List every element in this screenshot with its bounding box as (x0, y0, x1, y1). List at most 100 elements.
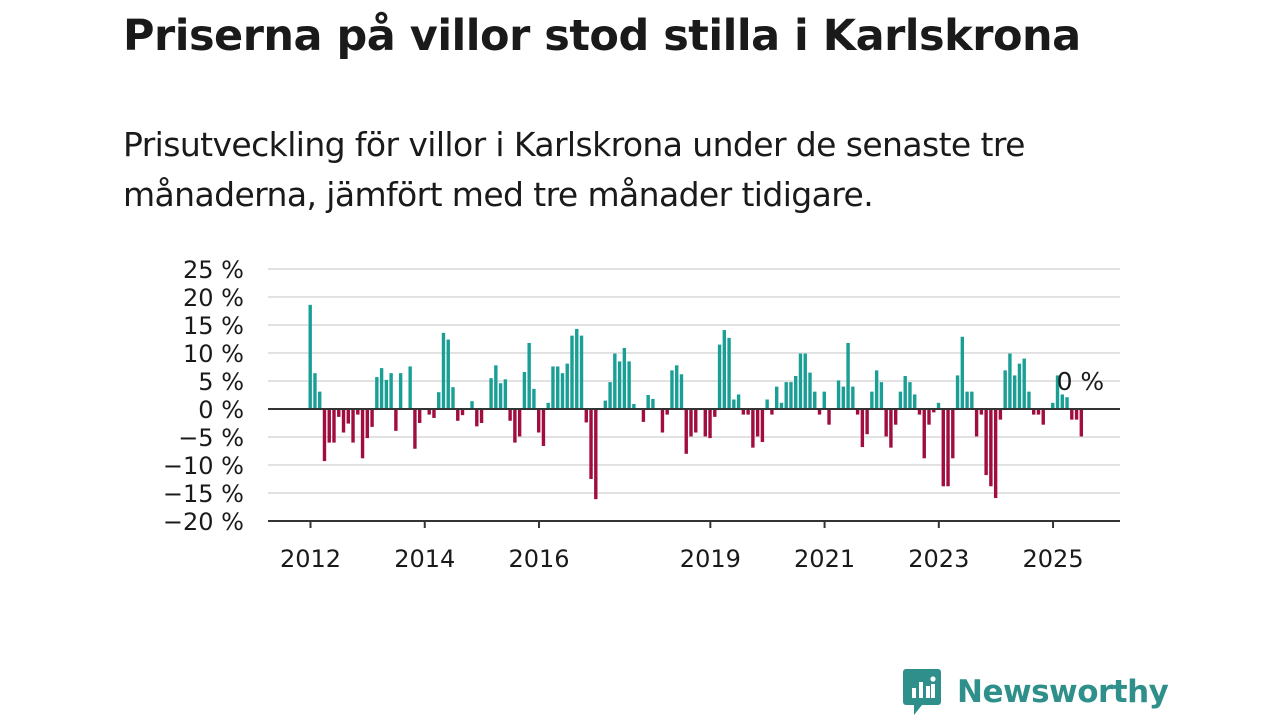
bar (908, 382, 912, 409)
last-value-label: 0 % (1057, 367, 1105, 396)
x-tick-label: 2021 (794, 545, 855, 573)
bar (860, 409, 865, 448)
bar (774, 386, 779, 409)
bar (694, 409, 698, 433)
bar (375, 377, 379, 409)
bar (998, 409, 1003, 420)
bar (441, 332, 446, 409)
bar (784, 382, 788, 409)
bar (579, 335, 584, 409)
bar (1074, 409, 1079, 420)
bar (322, 409, 327, 462)
annotations: 0 % (1057, 367, 1105, 396)
bar (1065, 397, 1069, 409)
bar (617, 361, 622, 409)
bar (389, 373, 393, 409)
chart-title: Priserna på villor stod stilla i Karlskr… (123, 11, 1081, 61)
bar (517, 409, 522, 437)
bar (546, 402, 550, 409)
y-tick-label: 10 % (183, 340, 244, 368)
bar (836, 380, 841, 409)
bar (622, 347, 627, 409)
bar (365, 409, 370, 439)
bar (660, 409, 665, 433)
bar (665, 409, 669, 415)
bar (560, 373, 565, 409)
bar (751, 409, 755, 448)
bar (1070, 409, 1074, 420)
bar (632, 403, 636, 409)
x-tick-label: 2019 (680, 545, 741, 573)
bar (922, 409, 926, 459)
bar (789, 382, 793, 409)
bar (946, 409, 950, 487)
x-tick-label: 2014 (394, 545, 455, 573)
bar (346, 409, 350, 424)
bar (917, 409, 922, 415)
bar (951, 409, 955, 459)
bar (913, 394, 917, 409)
bar (732, 399, 736, 409)
bar (893, 409, 898, 425)
bar (1027, 391, 1031, 409)
chart-subtitle: Prisutveckling för villor i Karlskrona u… (123, 125, 1025, 214)
bar (541, 409, 546, 446)
y-tick-label: −10 % (163, 452, 244, 480)
bar (889, 409, 893, 448)
bar (522, 372, 527, 409)
y-axis-labels: 25 %20 %15 %10 %5 %0 %−5 %−10 %−15 %−20 … (163, 256, 244, 536)
bar (993, 409, 998, 499)
bar (1012, 375, 1017, 409)
bar (432, 409, 436, 418)
bar (932, 409, 936, 413)
bar (965, 391, 969, 409)
bar (974, 409, 979, 437)
bar (1051, 402, 1055, 409)
bar (1079, 409, 1084, 437)
x-axis-labels: 2012 2014 2016 2019 2021 2023 2025 (280, 545, 1084, 573)
bar (846, 342, 850, 409)
bar (594, 409, 598, 500)
bar (646, 395, 650, 409)
bar (798, 353, 803, 409)
bar (513, 409, 517, 443)
bar (827, 409, 831, 425)
y-tick-label: 20 % (183, 284, 244, 312)
bar (927, 409, 931, 425)
bar (741, 409, 746, 415)
axes (268, 408, 1120, 528)
bar-series (308, 304, 1084, 500)
bar (489, 378, 493, 409)
bar (855, 409, 860, 415)
bar (536, 409, 541, 433)
bar (470, 401, 474, 409)
bar (503, 379, 508, 409)
bar (1022, 358, 1026, 409)
bar (446, 339, 450, 409)
bar (817, 409, 822, 415)
bar (498, 383, 503, 409)
bar (337, 409, 341, 417)
bar (379, 368, 384, 409)
bar (703, 409, 707, 437)
x-tick-label: 2025 (1023, 545, 1084, 573)
bar (1055, 375, 1060, 409)
bar (670, 370, 674, 409)
bar (427, 409, 431, 415)
bar (870, 391, 874, 409)
bar (794, 375, 798, 409)
bar (479, 409, 484, 423)
bar (332, 409, 336, 443)
bar (1008, 353, 1012, 409)
brand-name: Newsworthy (957, 674, 1169, 710)
bar (651, 398, 655, 409)
bar (722, 330, 727, 409)
bar (717, 344, 722, 409)
bar (356, 409, 360, 415)
newsworthy-logo-icon (903, 669, 941, 715)
bar (936, 402, 941, 409)
bar (603, 400, 608, 409)
bar (1041, 409, 1045, 425)
bar (527, 342, 531, 409)
